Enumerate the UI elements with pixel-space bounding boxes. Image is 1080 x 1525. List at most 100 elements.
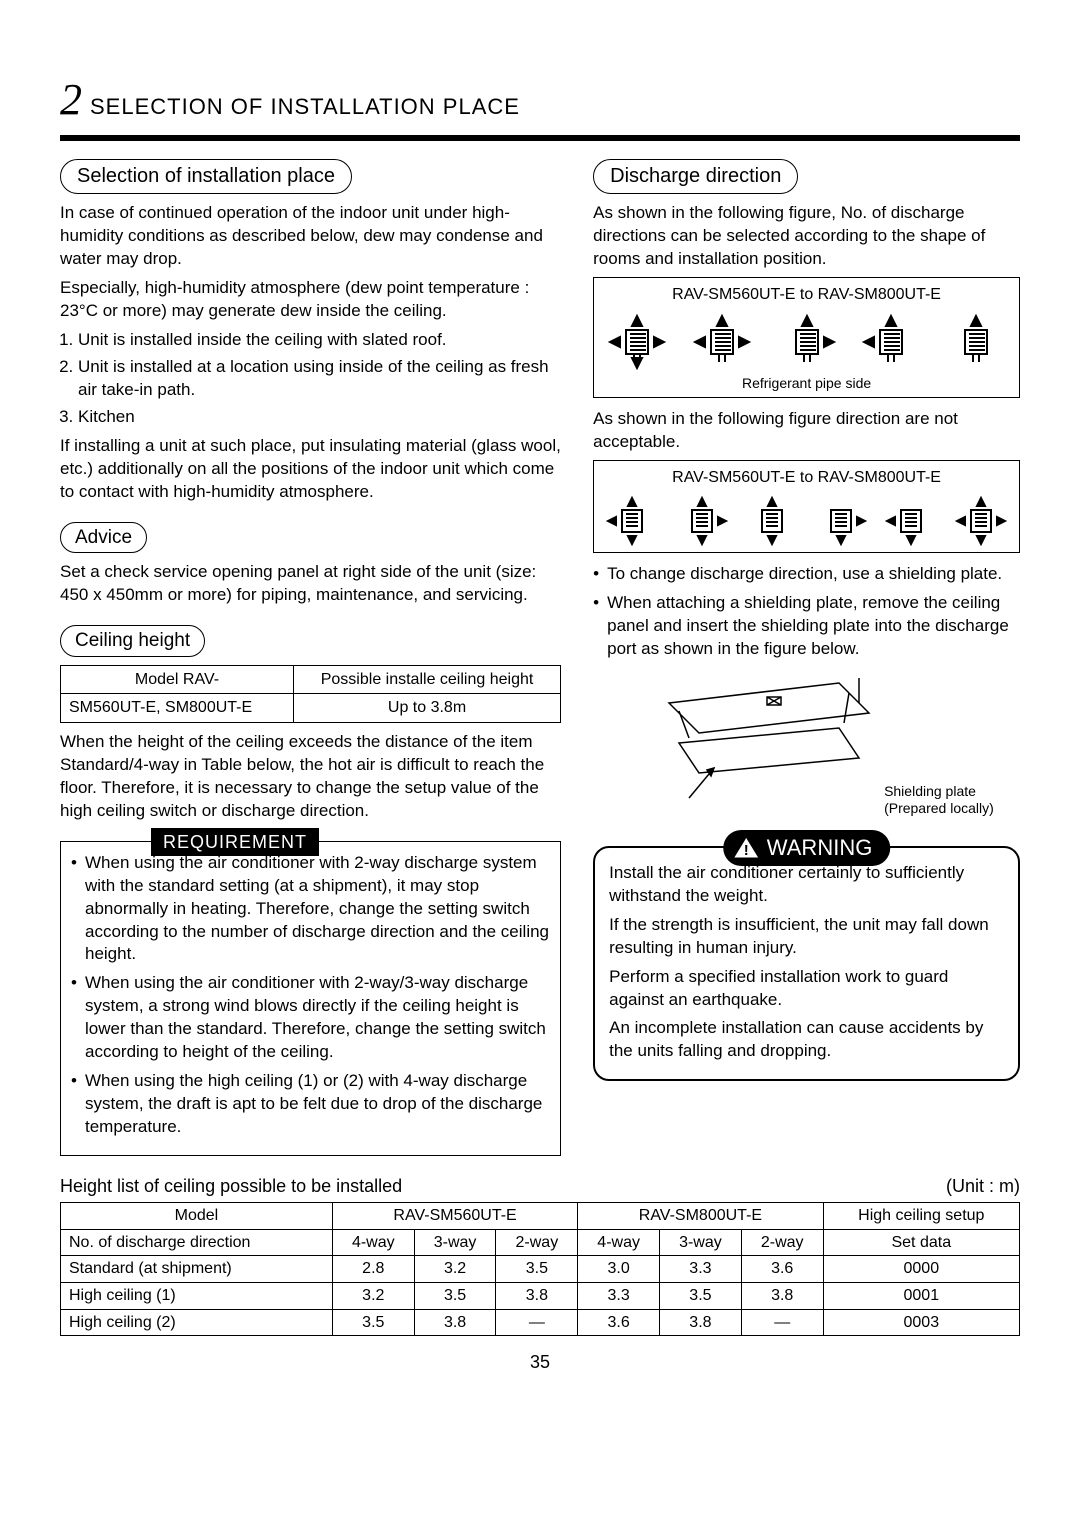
table-cell: 3.6 bbox=[741, 1256, 823, 1283]
figure-acceptable: RAV-SM560UT-E to RAV-SM800UT-E Refrigera… bbox=[593, 277, 1020, 397]
unit-icons-row bbox=[600, 312, 1013, 370]
para: As shown in the following figure directi… bbox=[593, 408, 1020, 454]
table-cell: 4-way bbox=[578, 1229, 660, 1256]
table-row: High ceiling (1) 3.2 3.5 3.8 3.3 3.5 3.8… bbox=[61, 1283, 1020, 1310]
table-cell: 3.8 bbox=[496, 1283, 578, 1310]
para: Perform a specified installation work to… bbox=[609, 966, 1004, 1012]
table-header: RAV-SM560UT-E bbox=[332, 1203, 577, 1230]
ceiling-table: Model RAV- Possible installe ceiling hei… bbox=[60, 665, 561, 723]
table-cell: High ceiling (1) bbox=[61, 1283, 333, 1310]
para: If installing a unit at such place, put … bbox=[60, 435, 561, 504]
heading-ceiling: Ceiling height bbox=[60, 625, 205, 657]
list-item: To change discharge direction, use a shi… bbox=[593, 563, 1020, 586]
para: If the strength is insufficient, the uni… bbox=[609, 914, 1004, 960]
table-header: Model bbox=[61, 1203, 333, 1230]
unit-icon bbox=[883, 494, 939, 548]
table-cell: 2.8 bbox=[332, 1256, 414, 1283]
warning-tab: ! WARNING bbox=[723, 830, 891, 866]
para: When the height of the ceiling exceeds t… bbox=[60, 731, 561, 823]
numbered-list: Unit is installed inside the ceiling wit… bbox=[60, 329, 561, 429]
bottom-unit: (Unit : m) bbox=[946, 1174, 1020, 1198]
shielding-plate-figure: Shielding plate (Prepared locally) bbox=[593, 673, 1020, 820]
table-cell: 0001 bbox=[823, 1283, 1019, 1310]
list-item: When using the high ceiling (1) or (2) w… bbox=[71, 1070, 550, 1139]
table-cell: — bbox=[496, 1309, 578, 1336]
unit-icon bbox=[689, 312, 755, 370]
figure-caption: Refrigerant pipe side bbox=[600, 374, 1013, 393]
para: An incomplete installation can cause acc… bbox=[609, 1017, 1004, 1063]
unit-icons-row bbox=[600, 494, 1013, 548]
table-cell: 3.2 bbox=[414, 1256, 496, 1283]
unit-icon bbox=[744, 494, 800, 548]
table-cell: 3.5 bbox=[414, 1283, 496, 1310]
table-header: Possible installe ceiling height bbox=[293, 665, 560, 694]
table-header: High ceiling setup bbox=[823, 1203, 1019, 1230]
heading-advice: Advice bbox=[60, 522, 147, 554]
unit-icon bbox=[953, 494, 1009, 548]
table-row: High ceiling (2) 3.5 3.8 — 3.6 3.8 — 000… bbox=[61, 1309, 1020, 1336]
left-column: Selection of installation place In case … bbox=[60, 159, 561, 1156]
table-cell: Up to 3.8m bbox=[293, 694, 560, 723]
table-cell: 3.8 bbox=[660, 1309, 742, 1336]
list-item: When using the air conditioner with 2-wa… bbox=[71, 972, 550, 1064]
table-cell: — bbox=[741, 1309, 823, 1336]
unit-icon bbox=[774, 312, 840, 370]
right-column: Discharge direction As shown in the foll… bbox=[593, 159, 1020, 1156]
unit-icon bbox=[674, 494, 730, 548]
para: As shown in the following figure, No. of… bbox=[593, 202, 1020, 271]
table-header: RAV-SM800UT-E bbox=[578, 1203, 823, 1230]
table-cell: 3.5 bbox=[660, 1283, 742, 1310]
table-cell: SM560UT-E, SM800UT-E bbox=[61, 694, 294, 723]
section-title: SELECTION OF INSTALLATION PLACE bbox=[90, 92, 520, 122]
figure-not-acceptable: RAV-SM560UT-E to RAV-SM800UT-E bbox=[593, 460, 1020, 554]
table-cell: 2-way bbox=[741, 1229, 823, 1256]
unit-icon bbox=[604, 312, 670, 370]
para: Install the air conditioner certainly to… bbox=[609, 862, 1004, 908]
para: In case of continued operation of the in… bbox=[60, 202, 561, 271]
shield-caption: Shielding plate (Prepared locally) bbox=[884, 783, 994, 817]
table-cell: 3-way bbox=[414, 1229, 496, 1256]
section-number: 2 bbox=[60, 70, 82, 129]
warning-title: WARNING bbox=[767, 833, 873, 863]
height-list-table: Model RAV-SM560UT-E RAV-SM800UT-E High c… bbox=[60, 1202, 1020, 1336]
table-cell: 3.2 bbox=[332, 1283, 414, 1310]
table-cell: 3.3 bbox=[660, 1256, 742, 1283]
unit-icon bbox=[604, 494, 660, 548]
unit-icon bbox=[943, 312, 1009, 370]
table-cell: High ceiling (2) bbox=[61, 1309, 333, 1336]
list-item: When using the air conditioner with 2-wa… bbox=[71, 852, 550, 967]
table-row: Standard (at shipment) 2.8 3.2 3.5 3.0 3… bbox=[61, 1256, 1020, 1283]
svg-text:!: ! bbox=[743, 842, 748, 859]
table-cell: 3.0 bbox=[578, 1256, 660, 1283]
bullet-list: To change discharge direction, use a shi… bbox=[593, 563, 1020, 661]
table-cell: 3-way bbox=[660, 1229, 742, 1256]
table-header: Model RAV- bbox=[61, 665, 294, 694]
section-heading: 2 SELECTION OF INSTALLATION PLACE bbox=[60, 70, 1020, 141]
caption-text: (Prepared locally) bbox=[884, 800, 994, 816]
table-cell: 3.5 bbox=[332, 1309, 414, 1336]
unit-icon bbox=[813, 494, 869, 548]
table-cell: 3.5 bbox=[496, 1256, 578, 1283]
warning-box: ! WARNING Install the air conditioner ce… bbox=[593, 846, 1020, 1082]
requirement-box: REQUIREMENT When using the air condition… bbox=[60, 841, 561, 1156]
para: Set a check service opening panel at rig… bbox=[60, 561, 561, 607]
table-cell: 3.8 bbox=[741, 1283, 823, 1310]
table-cell: 2-way bbox=[496, 1229, 578, 1256]
unit-icon bbox=[858, 312, 924, 370]
table-cell: 3.8 bbox=[414, 1309, 496, 1336]
table-cell: Set data bbox=[823, 1229, 1019, 1256]
table-cell: 4-way bbox=[332, 1229, 414, 1256]
heading-discharge: Discharge direction bbox=[593, 159, 798, 194]
list-item: When attaching a shielding plate, remove… bbox=[593, 592, 1020, 661]
page-number: 35 bbox=[60, 1350, 1020, 1374]
bottom-title: Height list of ceiling possible to be in… bbox=[60, 1174, 402, 1198]
heading-selection: Selection of installation place bbox=[60, 159, 352, 194]
caption-text: Shielding plate bbox=[884, 783, 976, 799]
figure-title: RAV-SM560UT-E to RAV-SM800UT-E bbox=[600, 467, 1013, 489]
warning-icon: ! bbox=[733, 837, 759, 859]
table-cell: 3.6 bbox=[578, 1309, 660, 1336]
table-cell: Standard (at shipment) bbox=[61, 1256, 333, 1283]
table-cell: No. of discharge direction bbox=[61, 1229, 333, 1256]
list-item: Unit is installed inside the ceiling wit… bbox=[78, 329, 561, 352]
list-item: Kitchen bbox=[78, 406, 561, 429]
